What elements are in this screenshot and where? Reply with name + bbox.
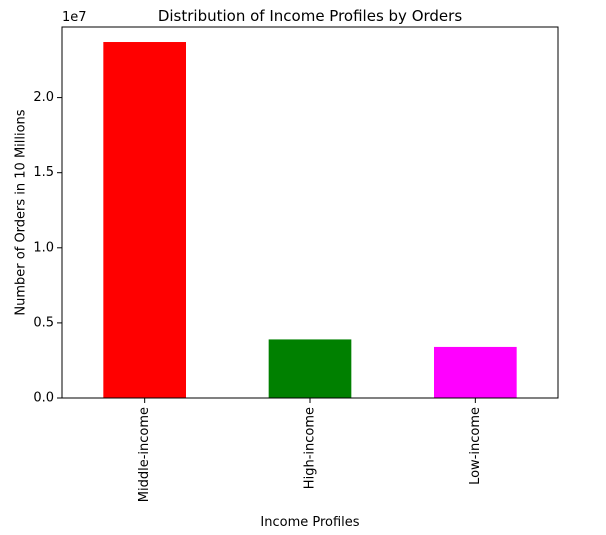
chart-title: Distribution of Income Profiles by Order… <box>158 7 462 25</box>
y-tick-label: 1.5 <box>33 165 54 180</box>
bar-high-income <box>268 339 352 398</box>
x-ticks: Middle-income High-income Low-income <box>137 398 483 502</box>
y-tick-label: 0.5 <box>33 315 54 330</box>
bars-layer <box>103 42 517 399</box>
y-axis-label: Number of Orders in 10 Millions <box>14 109 29 315</box>
y-tick-label: 0.0 <box>33 391 54 406</box>
x-tick-label: Low-income <box>468 407 483 485</box>
y-axis-offset-label: 1e7 <box>62 10 87 25</box>
x-tick-label: High-income <box>303 407 318 489</box>
x-tick-label: Middle-income <box>137 407 152 502</box>
y-ticks: 0.0 0.5 1.0 1.5 2.0 <box>33 90 62 406</box>
bar-low-income <box>434 346 517 398</box>
x-axis-label: Income Profiles <box>260 515 359 530</box>
y-tick-label: 2.0 <box>33 90 54 105</box>
bar-middle-income <box>103 42 186 399</box>
y-tick-label: 1.0 <box>33 240 54 255</box>
